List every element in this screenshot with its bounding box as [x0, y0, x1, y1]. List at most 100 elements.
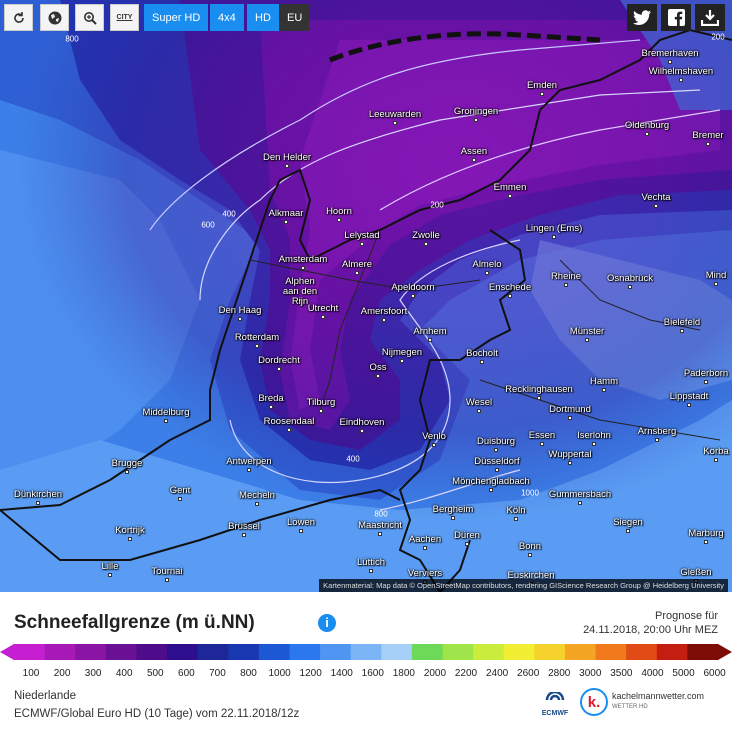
city-label: Alphen aan den Rijn	[282, 276, 318, 307]
city-marker	[451, 516, 455, 520]
city-label: Wuppertal	[548, 449, 592, 460]
city-marker	[495, 468, 499, 472]
map-layer	[0, 0, 732, 592]
city-marker	[382, 318, 386, 322]
city-label: Löwen	[287, 517, 315, 528]
city-label: Arnhem	[413, 326, 447, 337]
city-label: Maastricht	[358, 520, 402, 531]
city-label: Münster	[569, 326, 605, 337]
city-label: Düren	[454, 530, 480, 541]
city-label: Breda	[258, 393, 284, 404]
scale-tick-label: 800	[240, 668, 257, 679]
city-label: Duisburg	[476, 436, 516, 447]
city-label: Köln	[506, 505, 526, 516]
refresh-button[interactable]	[4, 4, 33, 31]
scale-tick-label: 600	[178, 668, 195, 679]
city-label: Gummersbach	[548, 489, 612, 500]
forecast-time: 24.11.2018, 20:00 Uhr MEZ	[583, 624, 718, 636]
zoom-button[interactable]	[75, 4, 104, 31]
twitter-button[interactable]	[627, 4, 657, 31]
city-toggle-button[interactable]: CITY	[110, 4, 139, 31]
map[interactable]: 800 200 400 600 200 400 1000 800 Bremerh…	[0, 0, 732, 592]
city-label: Enschede	[488, 282, 532, 293]
city-marker	[626, 529, 630, 533]
brand-logo[interactable]: k. kachelmannwetter.com WETTER HD	[580, 688, 704, 716]
city-marker	[628, 285, 632, 289]
city-marker	[247, 468, 251, 472]
city-marker	[679, 78, 683, 82]
city-marker	[687, 403, 691, 407]
scale-tick-label: 5000	[672, 668, 695, 679]
city-marker	[472, 158, 476, 162]
city-marker	[360, 429, 364, 433]
city-label: Arnsberg	[637, 426, 677, 437]
city-label: Iserlohn	[577, 430, 611, 441]
city-marker	[255, 502, 259, 506]
city-label: Düsseldorf	[474, 456, 520, 467]
city-label: Gießen	[680, 567, 712, 578]
globe-button[interactable]	[40, 4, 69, 31]
facebook-button[interactable]	[661, 4, 691, 31]
city-marker	[485, 271, 489, 275]
scale-tick-label: 500	[146, 668, 164, 679]
city-label: Dünkirchen	[13, 489, 63, 500]
city-marker	[704, 540, 708, 544]
city-marker	[277, 367, 281, 371]
forecast-label: Prognose für	[655, 610, 718, 622]
scale-tick-label: 6000	[703, 668, 726, 679]
hd-button[interactable]: HD	[247, 4, 279, 31]
scale-swatch	[350, 644, 382, 660]
scale-swatch	[228, 644, 260, 660]
city-marker	[465, 542, 469, 546]
scale-swatch	[14, 644, 46, 660]
scale-swatch	[258, 644, 290, 660]
city-label: Bremer	[692, 130, 724, 141]
scale-tick-label: 700	[209, 668, 226, 679]
map-attribution[interactable]: Kartenmaterial: Map data © OpenStreetMap…	[319, 579, 728, 592]
scale-tick-label: 1200	[299, 668, 322, 679]
model-label: ECMWF/Global Euro HD (10 Tage) vom 22.11…	[14, 708, 300, 720]
city-label: Middelburg	[142, 407, 190, 418]
ecmwf-icon	[545, 690, 565, 701]
city-label: Eindhoven	[339, 417, 385, 428]
city-label: Amsterdam	[278, 254, 328, 265]
scale-swatch	[656, 644, 688, 660]
eu-button[interactable]: EU	[280, 4, 310, 31]
city-marker	[321, 315, 325, 319]
4x4-button[interactable]: 4x4	[210, 4, 244, 31]
city-marker	[108, 573, 112, 577]
ecmwf-logo: ECMWF	[538, 690, 572, 724]
city-label: Apeldoorn	[391, 282, 435, 293]
scale-swatch	[626, 644, 658, 660]
city-marker	[287, 428, 291, 432]
city-marker	[704, 380, 708, 384]
city-label: Hamm	[590, 376, 618, 387]
city-marker	[508, 294, 512, 298]
scale-tick-label: 3500	[610, 668, 633, 679]
city-marker	[376, 374, 380, 378]
city-label: Brugge	[111, 458, 143, 469]
city-label: Bielefeld	[663, 317, 701, 328]
city-label: Dordrecht	[258, 355, 300, 366]
city-marker	[319, 409, 323, 413]
city-marker	[423, 546, 427, 550]
scale-tick-label: 2600	[517, 668, 540, 679]
city-marker	[242, 533, 246, 537]
twitter-icon	[633, 10, 651, 25]
scale-tick-label: 100	[22, 668, 40, 679]
city-marker	[537, 396, 541, 400]
city-marker	[714, 282, 718, 286]
city-label: Lelystad	[344, 230, 380, 241]
city-label: Tournai	[151, 566, 183, 577]
info-icon[interactable]: i	[318, 614, 336, 632]
scale-tick-label: 2400	[485, 668, 509, 679]
city-label: Almelo	[472, 259, 502, 270]
city-marker	[540, 442, 544, 446]
city-label: Nijmegen	[381, 347, 423, 358]
city-marker	[552, 235, 556, 239]
city-label: Tilburg	[306, 397, 336, 408]
download-button[interactable]	[695, 4, 725, 31]
city-marker	[165, 578, 169, 582]
city-marker	[655, 438, 659, 442]
superhd-button[interactable]: Super HD	[144, 4, 209, 31]
